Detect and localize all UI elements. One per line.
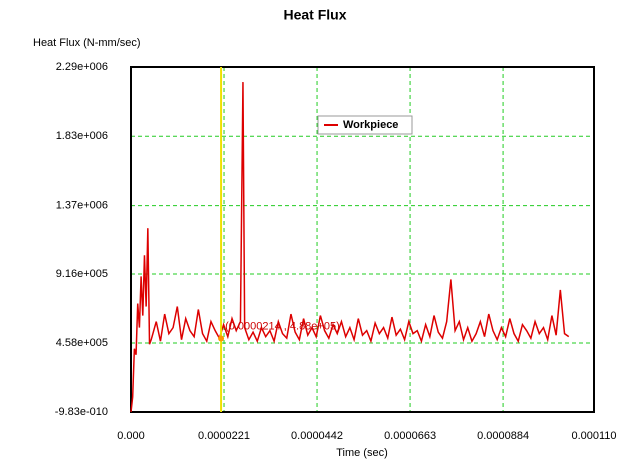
data-line — [130, 82, 570, 413]
y-tick-label: -9.83e-010 — [55, 406, 108, 418]
cursor-point — [218, 335, 225, 342]
x-tick-label: 0.000 — [117, 430, 145, 442]
x-axis-label: Time (sec) — [336, 447, 388, 459]
y-tick-label: 1.37e+006 — [56, 200, 108, 212]
x-tick-label: 0.000110 — [571, 430, 616, 442]
y-tick-label: 1.83e+006 — [56, 130, 108, 142]
legend-box — [317, 115, 413, 135]
x-tick-label: 0.0000884 — [477, 430, 529, 442]
y-tick-label: 9.16e+005 — [56, 268, 108, 280]
x-tick-label: 0.0000442 — [291, 430, 343, 442]
plot-frame — [130, 66, 595, 413]
y-axis-label: Heat Flux (N-mm/sec) — [33, 37, 141, 49]
y-tick-label: 2.29e+006 — [56, 61, 108, 73]
legend-label: Workpiece — [343, 119, 398, 131]
chart-title: Heat Flux — [283, 7, 346, 23]
y-tick-label: 4.58e+005 — [56, 337, 108, 349]
cursor-label: (0.0000214 , 4.88e+05) — [225, 320, 340, 332]
x-tick-label: 0.0000663 — [384, 430, 436, 442]
x-tick-label: 0.0000221 — [198, 430, 250, 442]
